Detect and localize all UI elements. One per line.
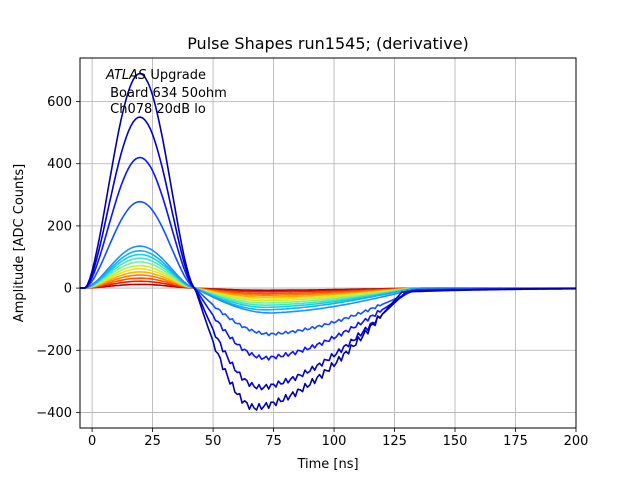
series-lines <box>80 72 577 411</box>
upgrade-label: Upgrade <box>146 68 206 83</box>
y-tick-label: 200 <box>47 219 72 234</box>
x-tick-label: 175 <box>503 434 528 449</box>
annotation-line-2: Board 634 50ohm <box>106 86 227 101</box>
x-tick-label: 150 <box>443 434 468 449</box>
x-tick-label: 200 <box>564 434 589 449</box>
x-tick-label: 50 <box>205 434 222 449</box>
y-tick-label: 600 <box>47 95 72 110</box>
x-tick-label: 100 <box>322 434 347 449</box>
grid <box>80 58 577 428</box>
x-tick-label: 25 <box>144 434 161 449</box>
x-axis-label: Time [ns] <box>296 457 358 472</box>
x-tick-label: 75 <box>265 434 282 449</box>
annotation-line-1: ATLAS Upgrade <box>105 68 206 83</box>
x-tick-label: 125 <box>382 434 407 449</box>
annotation-line-3: Ch078 20dB lo <box>106 102 206 117</box>
chart-title: Pulse Shapes run1545; (derivative) <box>187 34 469 53</box>
y-tick-label: 400 <box>47 157 72 172</box>
plot-frame <box>79 57 577 429</box>
axis-ticks: 0 25 50 75 100 125 150 175 200 −400 −200 0 200 400 600 <box>36 95 588 449</box>
y-tick-label: −400 <box>36 406 72 421</box>
y-tick-label: −200 <box>36 344 72 359</box>
y-axis-label: Amplitude [ADC Counts] <box>12 164 27 322</box>
series-line-1 <box>80 72 577 411</box>
atlas-label: ATLAS <box>105 68 146 83</box>
y-tick-label: 0 <box>64 282 72 297</box>
x-tick-label: 0 <box>88 434 96 449</box>
